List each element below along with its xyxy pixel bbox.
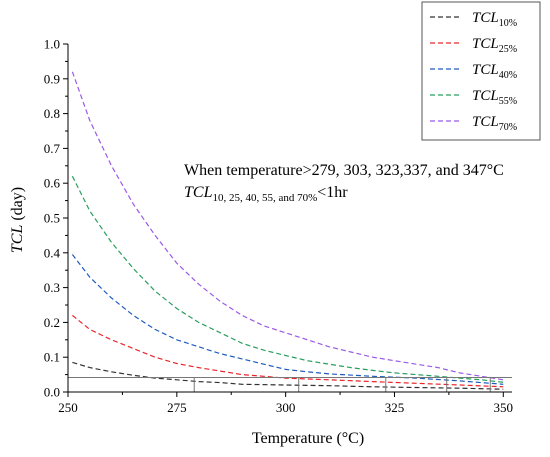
y-tick-label: 0.5	[44, 211, 60, 226]
annotation-line-2: TCL10, 25, 40, 55, and 70%<1hr	[184, 184, 348, 204]
series-line-25pct	[72, 314, 504, 388]
y-tick-label: 0.4	[44, 245, 61, 260]
y-tick-label: 0.7	[44, 141, 61, 156]
y-tick-label: 0.1	[44, 350, 60, 365]
legend-label-main: TCL	[472, 10, 499, 26]
legend-label: TCL70%	[472, 114, 517, 133]
y-tick-label: 0.0	[44, 385, 60, 400]
x-tick-label: 250	[58, 400, 78, 415]
y-tick-label: 0.3	[44, 280, 60, 295]
series-line-40pct	[71, 254, 504, 385]
y-tick-label: 1.0	[44, 37, 60, 52]
legend-label-main: TCL	[472, 114, 499, 130]
legend-label-main: TCL	[472, 36, 499, 52]
annotation-line-2-tail: <1hr	[317, 184, 348, 201]
y-tick-label: 0.8	[44, 106, 60, 121]
legend-label-main: TCL	[472, 62, 499, 78]
legend-label: TCL10%	[472, 10, 517, 29]
series-layer	[71, 71, 504, 390]
y-axis-title: TCL (day)	[9, 187, 26, 253]
annotation-line-2-main: TCL	[184, 184, 213, 201]
y-tick-label: 0.2	[44, 315, 60, 330]
y-tick-label: 0.6	[44, 176, 61, 191]
axes-layer: 250 275 300 325 350 0.0 0.1 0.2 0.3 0.4 0.5 0.6 0.7 0…	[44, 37, 513, 416]
annotation-line-1: When temperature>279, 303, 323,337, and …	[184, 162, 504, 179]
legend-label-sub: 70%	[499, 122, 517, 133]
legend-label-sub: 10%	[499, 18, 517, 29]
legend-label: TCL25%	[472, 36, 517, 55]
legend: TCL10%TCL25%TCL40%TCL55%TCL70%	[421, 1, 541, 141]
annotation: When temperature>279, 303, 323,337, and …	[184, 162, 504, 204]
x-tick-label: 300	[276, 400, 296, 415]
legend-label: TCL40%	[472, 62, 517, 81]
series-line-70pct	[71, 71, 504, 381]
y-axis-title-suffix: (day)	[9, 187, 26, 225]
annotation-line-2-sub: 10, 25, 40, 55, and 70%	[212, 192, 317, 204]
series-line-55pct	[71, 175, 504, 383]
legend-label-sub: 55%	[499, 96, 517, 107]
legend-label: TCL55%	[472, 88, 517, 107]
legend-label-main: TCL	[472, 88, 499, 104]
y-tick-label: 0.9	[44, 71, 60, 86]
series-line-10pct	[72, 361, 504, 390]
x-tick-label: 350	[494, 400, 514, 415]
legend-box	[421, 1, 541, 141]
threshold-layer	[68, 376, 512, 392]
x-tick-label: 325	[385, 400, 405, 415]
x-axis-title: Temperature (°C)	[252, 430, 364, 447]
x-tick-label: 275	[167, 400, 187, 415]
legend-label-sub: 25%	[499, 44, 517, 55]
y-axis-title-main: TCL	[9, 225, 26, 254]
legend-label-sub: 40%	[499, 70, 517, 81]
